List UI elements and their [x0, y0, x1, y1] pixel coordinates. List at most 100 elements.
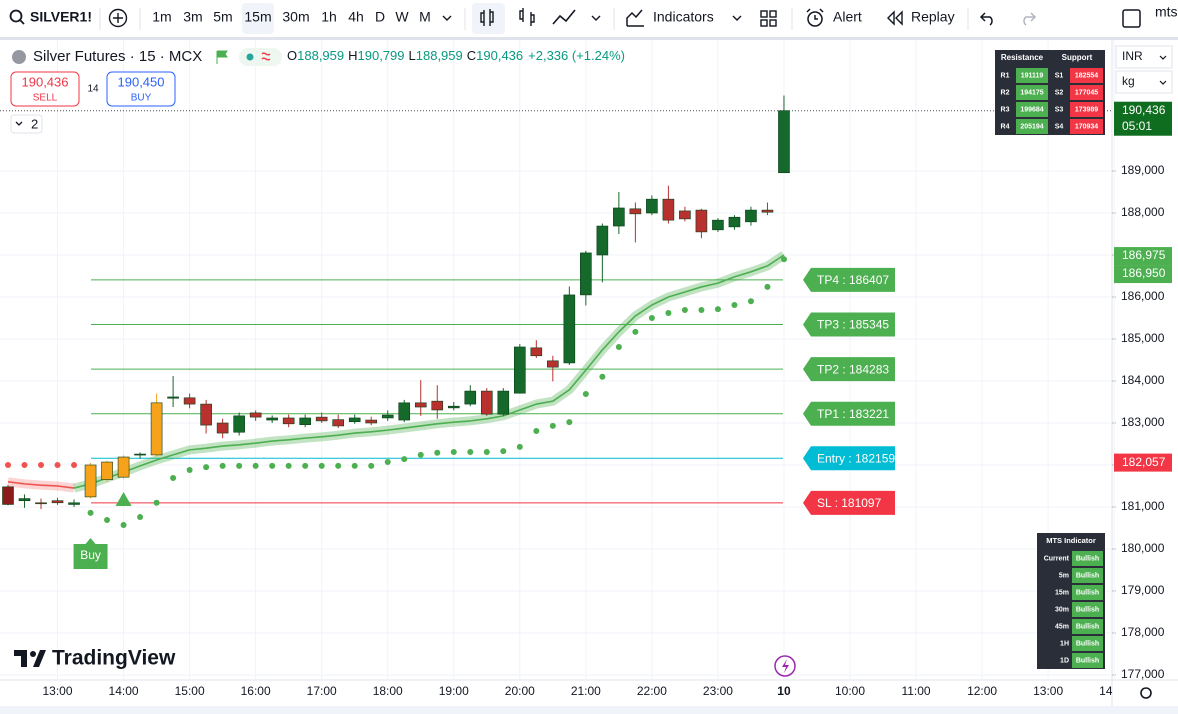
- interval-button[interactable]: 1h: [321, 9, 337, 25]
- status-icon: [261, 52, 271, 61]
- replay-button[interactable]: Replay: [911, 9, 955, 25]
- stop-dot: [71, 461, 78, 468]
- candle-body: [299, 417, 311, 425]
- indicators-dropdown[interactable]: [732, 15, 742, 21]
- table-cell-text: 45m: [1055, 623, 1069, 630]
- level-label: TP4 : 186407: [817, 273, 889, 287]
- fullscreen-button[interactable]: [1122, 9, 1141, 28]
- stop-dot: [483, 448, 490, 455]
- unit-select[interactable]: [1115, 70, 1173, 94]
- alert-icon: [807, 11, 823, 27]
- candles-button-bg[interactable]: [472, 3, 505, 34]
- stop-dot: [731, 301, 738, 308]
- table-cell-text: 177045: [1075, 89, 1098, 96]
- candle-body: [216, 422, 229, 434]
- buy-signal-box: [73, 538, 108, 569]
- buy-signal-label: Buy: [80, 548, 101, 562]
- currency-select[interactable]: [1115, 45, 1173, 69]
- stop-dot: [648, 315, 655, 322]
- interval-button[interactable]: D: [375, 9, 385, 25]
- redo-button[interactable]: [1023, 12, 1037, 26]
- table-cell-text: 205194: [1020, 123, 1043, 130]
- table-cell-text: Bullish: [1076, 555, 1099, 562]
- settings-button[interactable]: [1140, 687, 1152, 699]
- stop-dot: [533, 427, 540, 434]
- search-icon[interactable]: [9, 9, 23, 23]
- symbol[interactable]: SILVER1!: [30, 9, 92, 25]
- table-cell: [1070, 102, 1103, 117]
- candle-body: [84, 464, 97, 498]
- y-tick-label: 183,000: [1121, 415, 1165, 429]
- stop-dot: [467, 448, 474, 455]
- stop-dot: [285, 462, 292, 469]
- line-icon[interactable]: [552, 9, 576, 25]
- stop-dot: [269, 462, 276, 469]
- compare-button[interactable]: [108, 8, 128, 28]
- ohlc-label: C: [467, 48, 476, 63]
- table-cell-text: 1H: [1060, 640, 1069, 647]
- level-label: TP3 : 185345: [817, 318, 889, 332]
- layout-icon[interactable]: [760, 10, 777, 27]
- candle-body: [249, 412, 262, 418]
- interval-button[interactable]: 30m: [282, 9, 309, 25]
- stop-dot: [137, 514, 144, 521]
- bars-icon[interactable]: [519, 8, 535, 26]
- table-cell-text: S1: [1055, 72, 1064, 79]
- user-name[interactable]: mts: [1155, 4, 1178, 20]
- alert-button[interactable]: Alert: [833, 9, 862, 25]
- x-tick-label: 18:00: [373, 684, 403, 698]
- collapse-button[interactable]: [10, 114, 43, 134]
- candle-body: [447, 405, 460, 409]
- interval-dropdown[interactable]: [442, 15, 452, 21]
- candle-body: [266, 417, 278, 421]
- stop-dot: [566, 419, 573, 426]
- table-cell-text: Bullish: [1076, 606, 1099, 613]
- table-cell: [1072, 602, 1103, 617]
- candles-icon: [480, 9, 494, 26]
- x-tick-label: 10:00: [835, 684, 865, 698]
- interval-button[interactable]: 5m: [213, 9, 232, 25]
- buy-button[interactable]: [106, 71, 176, 107]
- sell-button[interactable]: [10, 71, 80, 107]
- candle-body: [18, 498, 31, 501]
- candle-body: [480, 390, 493, 415]
- interval-button[interactable]: 3m: [183, 9, 202, 25]
- event-icon: [782, 659, 789, 673]
- interval-button[interactable]: M: [419, 9, 431, 25]
- search-icon: [19, 19, 25, 25]
- candle-body: [348, 417, 361, 423]
- table-cell-text: S4: [1055, 123, 1064, 130]
- y-tick-label: 188,000: [1121, 205, 1165, 219]
- table-cell-text: R1: [1001, 72, 1010, 79]
- candle-body: [282, 417, 295, 425]
- candle-body: [497, 390, 510, 415]
- level-label: Entry : 182159: [817, 451, 895, 465]
- table-cell-text: 194175: [1020, 89, 1043, 96]
- indicators-button[interactable]: Indicators: [653, 9, 714, 25]
- chart-type-dropdown[interactable]: [591, 15, 601, 21]
- undo-button[interactable]: [979, 12, 993, 26]
- alert-icon: [806, 8, 824, 20]
- x-tick-label: 13:00: [43, 684, 73, 698]
- candle-body: [167, 396, 179, 399]
- interval-button[interactable]: 1m: [152, 9, 171, 25]
- ohlc-value: 190,799: [358, 48, 405, 63]
- flag-icon[interactable]: [216, 50, 228, 64]
- x-tick-label: 19:00: [439, 684, 469, 698]
- candle-body: [365, 419, 378, 424]
- table-cell: [1072, 551, 1103, 566]
- y-tick-label: 181,000: [1121, 499, 1165, 513]
- table-cell-text: R2: [1001, 89, 1010, 96]
- spread: 14: [87, 84, 99, 95]
- stop-dot: [417, 451, 424, 458]
- level-label: TP2 : 184283: [817, 362, 889, 376]
- candle-body: [35, 502, 47, 505]
- stop-dot: [599, 373, 606, 380]
- interval-button[interactable]: W: [395, 9, 409, 25]
- ma-line: [73, 254, 785, 489]
- candle-body: [679, 210, 691, 220]
- interval-button[interactable]: 15m: [244, 9, 271, 25]
- x-tick-label: 14:00: [109, 684, 139, 698]
- stop-dot: [500, 448, 507, 455]
- interval-button[interactable]: 4h: [348, 9, 364, 25]
